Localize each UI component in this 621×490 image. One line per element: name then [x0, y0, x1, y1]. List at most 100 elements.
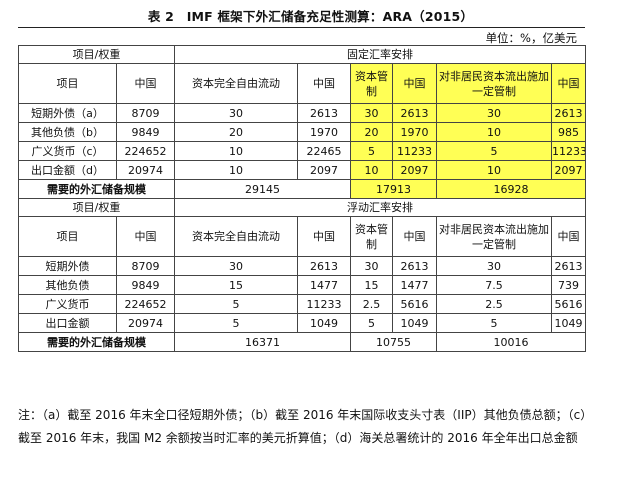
table-row: 广义货币（c） 224652 10 22465 5 11233 5 11233 [18, 141, 587, 161]
row-label: 广义货币（c） [18, 141, 117, 161]
table-row: 其他负债 9849 15 1477 15 1477 7.5 739 [18, 275, 587, 295]
cell: 224652 [116, 294, 175, 314]
required-reserves-row: 需要的外汇储备规模 16371 10755 10016 [18, 332, 587, 352]
unit-row: 单位：%，亿美元 [18, 27, 585, 45]
item-header: 项目 [18, 63, 117, 104]
cell: 2097 [297, 160, 351, 180]
row-label: 广义货币 [18, 294, 117, 314]
capital-control-header: 资本管制 [350, 216, 393, 257]
cell: 2.5 [350, 294, 393, 314]
reserve-adequacy-table: 项目/权重 固定汇率安排 项目 中国 资本完全自由流动 中国 资本管制 中国 对… [18, 45, 587, 352]
cell: 739 [550, 275, 587, 295]
required-value-nonresident: 16928 [435, 179, 587, 199]
floating-header-row: 项目/权重 浮动汇率安排 [18, 198, 587, 217]
cell: 8709 [116, 103, 175, 123]
cell: 1970 [392, 122, 437, 142]
required-value-control: 10755 [350, 332, 437, 352]
cell: 10 [436, 122, 552, 142]
cell: 30 [436, 103, 552, 123]
cell: 1477 [297, 275, 351, 295]
cell: 5 [350, 313, 393, 333]
cell: 11233 [392, 141, 437, 161]
cell: 2097 [550, 160, 587, 180]
table-row: 出口金额（d） 20974 10 2097 10 2097 10 2097 [18, 160, 587, 180]
cell: 2097 [392, 160, 437, 180]
cell: 1477 [392, 275, 437, 295]
row-label: 短期外债 [18, 256, 117, 276]
item-header: 项目 [18, 216, 117, 257]
cell: 5 [174, 294, 298, 314]
china-header: 中国 [116, 63, 175, 104]
cell: 10 [174, 141, 298, 161]
fixed-header-row: 项目/权重 固定汇率安排 [18, 45, 587, 64]
fixed-subheader-row: 项目 中国 资本完全自由流动 中国 资本管制 中国 对非居民资本流出施加一定管制… [18, 63, 587, 104]
cell: 10 [436, 160, 552, 180]
cell: 2.5 [436, 294, 552, 314]
cell: 2613 [297, 256, 351, 276]
cell: 11233 [297, 294, 351, 314]
cell: 20974 [116, 313, 175, 333]
required-value-nonresident: 10016 [435, 332, 587, 352]
required-reserves-label: 需要的外汇储备规模 [18, 332, 175, 352]
nonresident-control-header: 对非居民资本流出施加一定管制 [436, 63, 552, 104]
cell: 2613 [392, 103, 437, 123]
cell: 1049 [550, 313, 587, 333]
cell: 2613 [392, 256, 437, 276]
cell: 8709 [116, 256, 175, 276]
cell: 11233 [550, 141, 587, 161]
cell: 2613 [550, 103, 587, 123]
china-header: 中国 [297, 216, 351, 257]
china-header: 中国 [392, 216, 437, 257]
row-label: 出口金额（d） [18, 160, 117, 180]
required-value-control: 17913 [350, 179, 437, 199]
fixed-section-header: 固定汇率安排 [173, 45, 587, 64]
unit-label: 单位：%，亿美元 [485, 31, 577, 45]
cell: 15 [174, 275, 298, 295]
cell: 5 [436, 141, 552, 161]
required-reserves-label: 需要的外汇储备规模 [18, 179, 175, 199]
cell: 30 [350, 103, 393, 123]
cell: 2613 [297, 103, 351, 123]
item-weight-header: 项目/权重 [18, 198, 175, 217]
required-value-free: 16371 [174, 332, 351, 352]
cell: 9849 [116, 275, 175, 295]
table-row: 出口金额 20974 5 1049 5 1049 5 1049 [18, 313, 587, 333]
cell: 9849 [116, 122, 175, 142]
row-label: 短期外债（a） [18, 103, 117, 123]
cell: 5616 [392, 294, 437, 314]
required-value-free: 29145 [174, 179, 351, 199]
cell: 20 [350, 122, 393, 142]
china-header: 中国 [297, 63, 351, 104]
cell: 20974 [116, 160, 175, 180]
row-label: 其他负债（b） [18, 122, 117, 142]
cell: 30 [350, 256, 393, 276]
floating-section-header: 浮动汇率安排 [173, 198, 587, 217]
cell: 985 [550, 122, 587, 142]
cell: 2613 [550, 256, 587, 276]
table-row: 其他负债（b） 9849 20 1970 20 1970 10 985 [18, 122, 587, 142]
cell: 15 [350, 275, 393, 295]
table-title: 表 2 IMF 框架下外汇储备充足性测算：ARA（2015） [147, 9, 474, 24]
cell: 30 [174, 103, 298, 123]
china-header: 中国 [116, 216, 175, 257]
capital-free-header: 资本完全自由流动 [174, 216, 298, 257]
cell: 5 [436, 313, 552, 333]
china-header: 中国 [550, 63, 587, 104]
cell: 1049 [297, 313, 351, 333]
cell: 30 [174, 256, 298, 276]
table-row: 短期外债（a） 8709 30 2613 30 2613 30 2613 [18, 103, 587, 123]
item-weight-header: 项目/权重 [18, 45, 175, 64]
capital-control-header: 资本管制 [350, 63, 393, 104]
row-label: 出口金额 [18, 313, 117, 333]
cell: 5 [174, 313, 298, 333]
cell: 7.5 [436, 275, 552, 295]
table-row: 短期外债 8709 30 2613 30 2613 30 2613 [18, 256, 587, 276]
required-reserves-row: 需要的外汇储备规模 29145 17913 16928 [18, 179, 587, 199]
cell: 224652 [116, 141, 175, 161]
cell: 30 [436, 256, 552, 276]
cell: 5 [350, 141, 393, 161]
footnote: 注：（a）截至 2016 年末全口径短期外债；（b）截至 2016 年末国际收支… [18, 408, 593, 445]
china-header: 中国 [550, 216, 587, 257]
cell: 5616 [550, 294, 587, 314]
floating-subheader-row: 项目 中国 资本完全自由流动 中国 资本管制 中国 对非居民资本流出施加一定管制… [18, 216, 587, 257]
